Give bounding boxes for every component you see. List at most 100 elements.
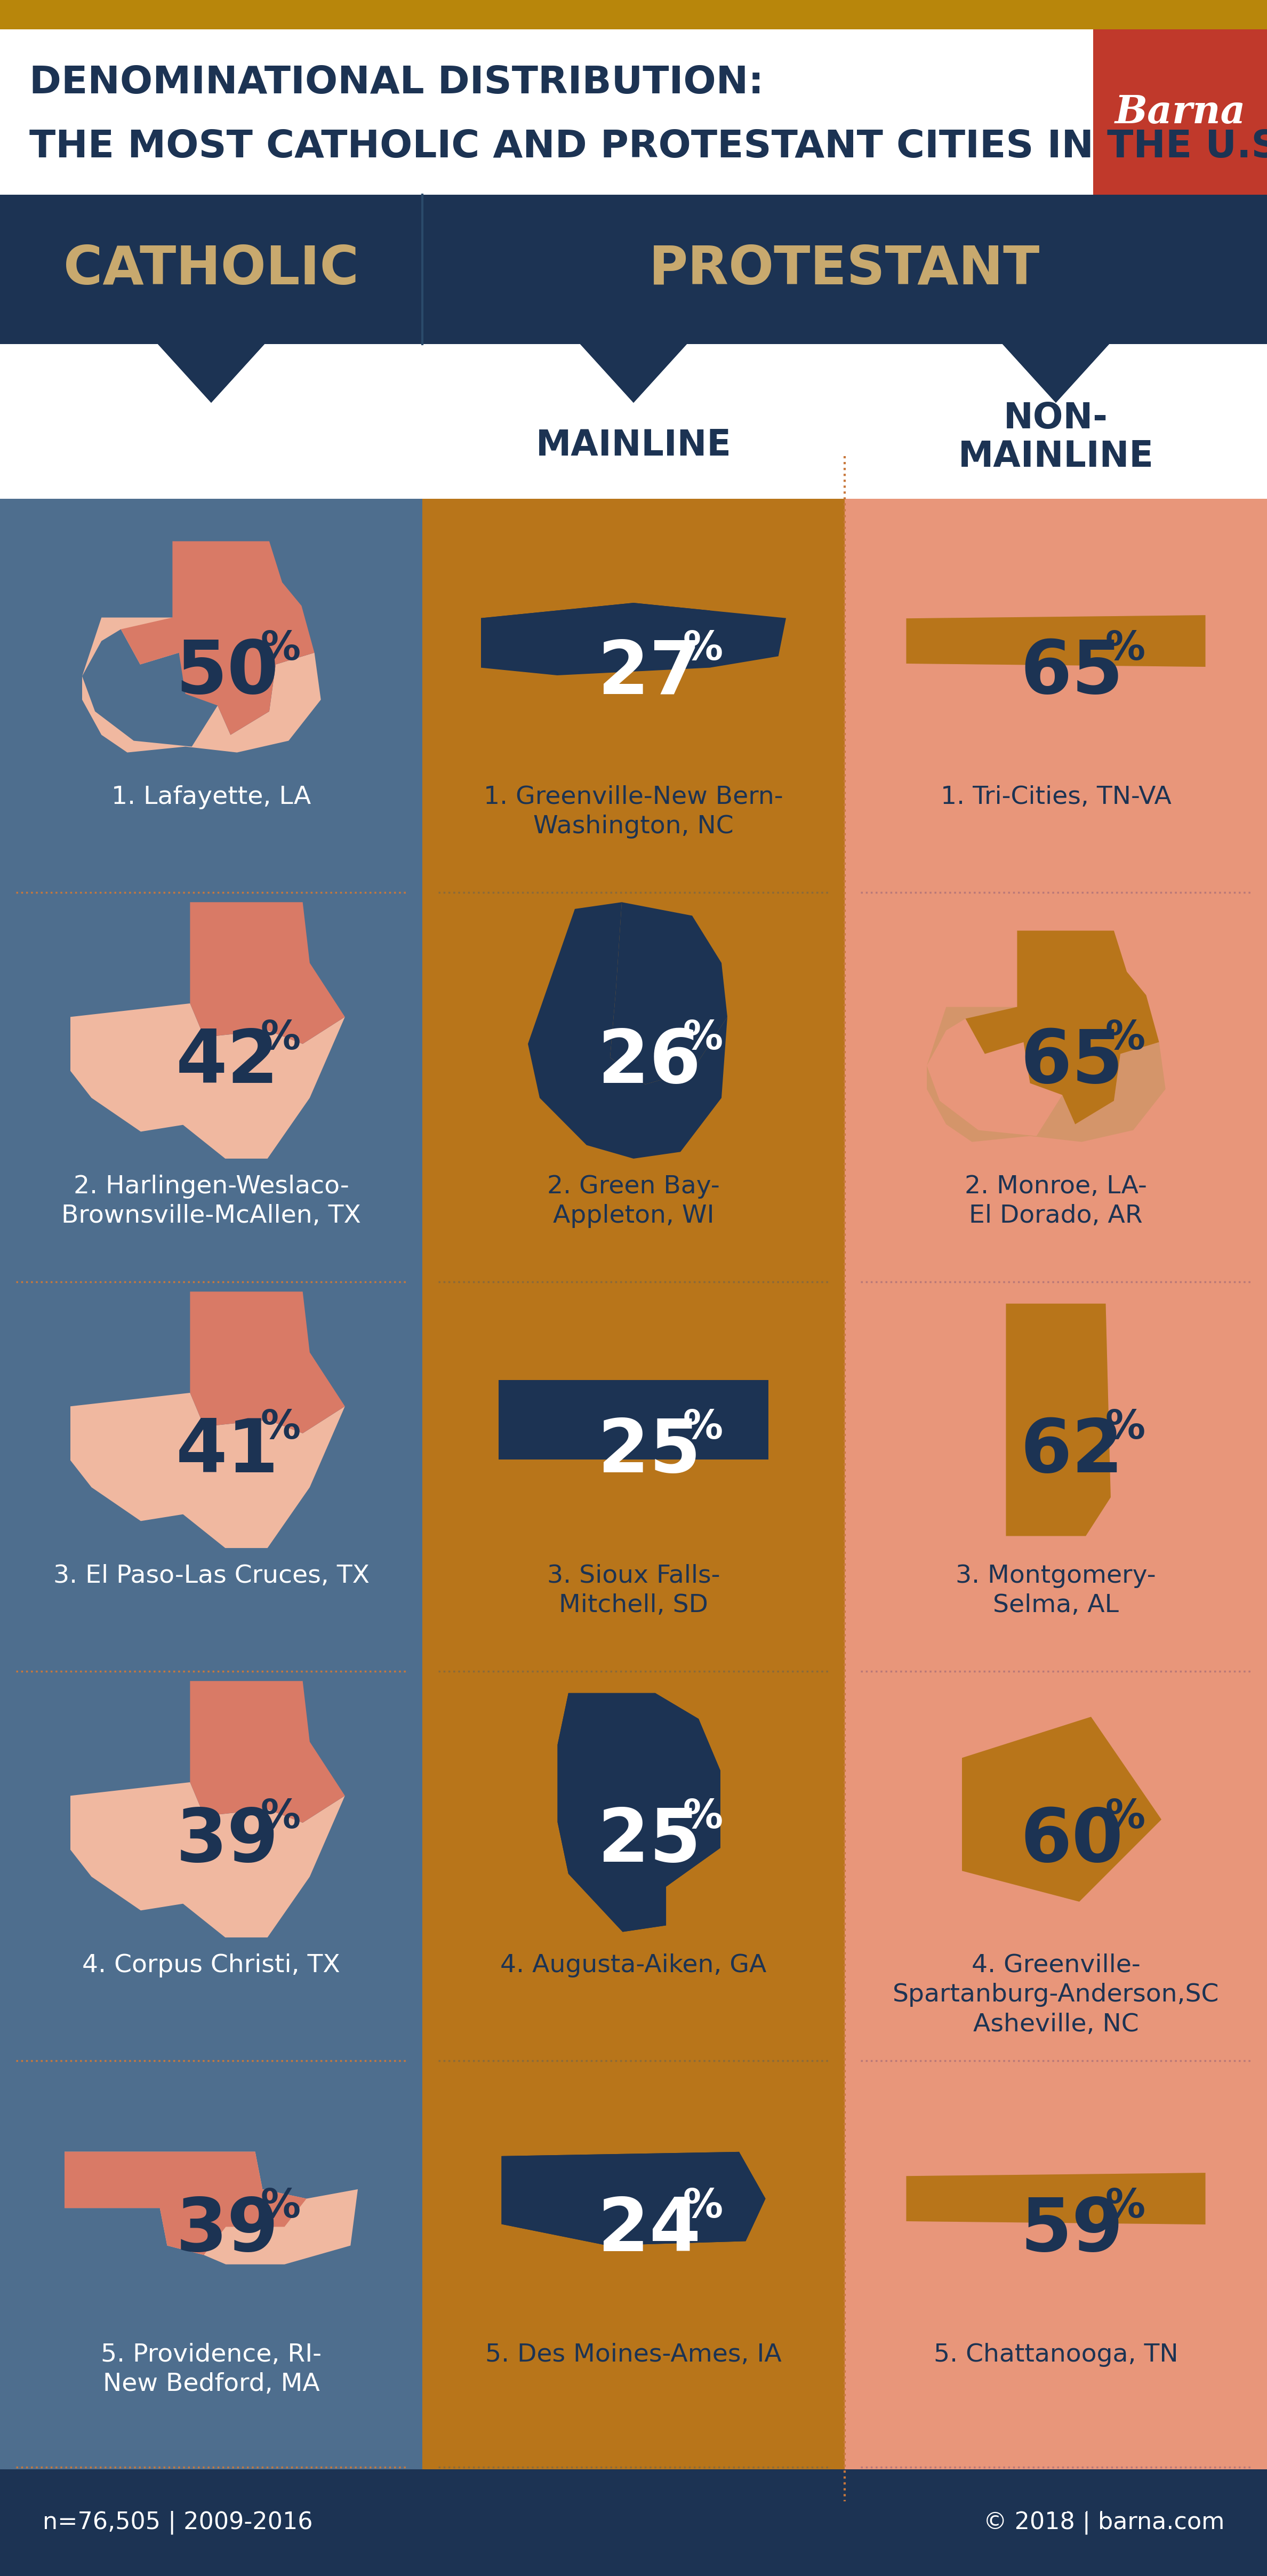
Polygon shape: [120, 541, 314, 734]
Polygon shape: [71, 1394, 345, 1548]
Bar: [0, 500, 422, 2506]
Polygon shape: [580, 345, 687, 402]
Text: %: %: [261, 1409, 300, 1448]
Polygon shape: [1006, 1303, 1111, 1535]
Bar: [0, 0, 1267, 28]
Text: 2. Monroe, LA-
El Dorado, AR: 2. Monroe, LA- El Dorado, AR: [964, 1175, 1147, 1229]
Text: 1. Tri-Cities, TN-VA: 1. Tri-Cities, TN-VA: [940, 786, 1171, 809]
Bar: [0, 28, 1267, 196]
Text: PROTESTANT: PROTESTANT: [649, 245, 1040, 296]
Polygon shape: [190, 1291, 345, 1432]
Text: %: %: [1105, 1020, 1145, 1059]
Polygon shape: [1002, 345, 1109, 402]
Polygon shape: [65, 2151, 357, 2264]
Polygon shape: [502, 2151, 765, 2246]
Text: 3. Montgomery-
Selma, AL: 3. Montgomery- Selma, AL: [955, 1564, 1156, 1618]
Text: 4. Corpus Christi, TX: 4. Corpus Christi, TX: [82, 1953, 340, 1978]
Text: 65: 65: [1020, 1025, 1124, 1097]
Text: © 2018 | barna.com: © 2018 | barna.com: [983, 2512, 1224, 2535]
Text: %: %: [683, 1798, 723, 1837]
Text: 1. Jackson, MS: 55%: 1. Jackson, MS: 55%: [449, 2532, 688, 2555]
Polygon shape: [906, 616, 1205, 667]
Text: 1. Lafayette, LA: 1. Lafayette, LA: [111, 786, 310, 809]
Polygon shape: [906, 2172, 1205, 2226]
Polygon shape: [1002, 345, 1109, 402]
Text: THE MOST CATHOLIC AND PROTESTANT CITIES IN THE U.S.: THE MOST CATHOLIC AND PROTESTANT CITIES …: [29, 129, 1267, 165]
Text: DENOMINATIONAL DISTRIBUTION:: DENOMINATIONAL DISTRIBUTION:: [29, 64, 764, 100]
Bar: [422, 196, 1267, 345]
Polygon shape: [190, 902, 345, 1043]
Text: BAPTIST: BAPTIST: [449, 2494, 569, 2517]
Bar: [0, 345, 1267, 500]
Text: 39: 39: [176, 2195, 279, 2267]
Text: %: %: [683, 629, 723, 667]
Text: 60: 60: [1020, 1806, 1124, 1878]
Text: %: %: [1105, 1798, 1145, 1837]
Bar: [422, 500, 845, 2506]
Text: Barna: Barna: [1115, 93, 1245, 131]
Text: 25: 25: [598, 1806, 701, 1878]
Text: %: %: [683, 1020, 723, 1059]
Text: %: %: [261, 1798, 300, 1837]
Text: 59: 59: [1020, 2195, 1124, 2267]
Polygon shape: [965, 930, 1159, 1123]
Polygon shape: [580, 345, 687, 402]
Text: 62: 62: [1020, 1417, 1124, 1489]
Polygon shape: [557, 1692, 721, 1932]
Bar: [845, 500, 1267, 2506]
Text: 65: 65: [1020, 636, 1124, 708]
Polygon shape: [190, 1682, 345, 1824]
Text: 42: 42: [176, 1025, 279, 1097]
Text: %: %: [1105, 1409, 1145, 1448]
Text: %: %: [683, 1409, 723, 1448]
Text: %: %: [1105, 2187, 1145, 2226]
Text: 3. Sioux Falls-
Mitchell, SD: 3. Sioux Falls- Mitchell, SD: [547, 1564, 720, 1618]
Text: 5. Chattanooga, TN: 5. Chattanooga, TN: [934, 2342, 1178, 2367]
Polygon shape: [502, 2151, 765, 2246]
Text: 50: 50: [176, 636, 279, 708]
Bar: [0, 196, 422, 345]
Text: 24: 24: [598, 2195, 701, 2267]
Text: n=76,505 | 2009-2016: n=76,505 | 2009-2016: [43, 2512, 313, 2535]
Text: %: %: [261, 2187, 300, 2226]
Polygon shape: [1006, 1303, 1111, 1535]
Text: 4. Greenville-
Spartanburg-Anderson,SC
Asheville, NC: 4. Greenville- Spartanburg-Anderson,SC A…: [892, 1953, 1219, 2038]
Text: 26: 26: [598, 1025, 701, 1097]
Text: 2. Harlingen-Weslaco-
Brownsville-McAllen, TX: 2. Harlingen-Weslaco- Brownsville-McAlle…: [61, 1175, 361, 1229]
Polygon shape: [962, 1716, 1162, 1901]
Bar: [0, 2470, 1267, 2576]
Text: %: %: [261, 1020, 300, 1059]
Text: NON-DENOMINATIONAL: NON-DENOMINATIONAL: [872, 2494, 1204, 2517]
Polygon shape: [158, 345, 265, 402]
Text: 3. El Paso-Las Cruces, TX: 3. El Paso-Las Cruces, TX: [53, 1564, 369, 1587]
Text: MAINLINE: MAINLINE: [536, 428, 731, 464]
Text: 1. Greenville-New Bern-
Washington, NC: 1. Greenville-New Bern- Washington, NC: [484, 786, 783, 840]
Text: CATHOLIC: CATHOLIC: [63, 245, 359, 296]
Text: %: %: [261, 629, 300, 667]
Text: 41: 41: [176, 1417, 279, 1489]
Polygon shape: [82, 618, 321, 752]
Polygon shape: [158, 345, 265, 402]
Polygon shape: [71, 1005, 345, 1159]
Text: 5. Des Moines-Ames, IA: 5. Des Moines-Ames, IA: [485, 2342, 782, 2367]
Text: 27: 27: [598, 636, 701, 708]
Polygon shape: [499, 1381, 768, 1461]
Polygon shape: [926, 1007, 1166, 1141]
Text: 5. Providence, RI-
New Bedford, MA: 5. Providence, RI- New Bedford, MA: [101, 2342, 322, 2396]
Text: 2. Green Bay-
Appleton, WI: 2. Green Bay- Appleton, WI: [547, 1175, 720, 1229]
Text: %: %: [1105, 629, 1145, 667]
Polygon shape: [906, 616, 1205, 667]
Polygon shape: [65, 2151, 307, 2254]
Polygon shape: [609, 902, 727, 1084]
Text: 4. Augusta-Aiken, GA: 4. Augusta-Aiken, GA: [500, 1953, 767, 1978]
Text: 39: 39: [176, 1806, 279, 1878]
Polygon shape: [906, 2172, 1205, 2226]
Polygon shape: [557, 1692, 721, 1932]
Text: NON-
MAINLINE: NON- MAINLINE: [958, 402, 1154, 474]
Polygon shape: [528, 902, 727, 1159]
Polygon shape: [71, 1783, 345, 1937]
Polygon shape: [481, 603, 786, 675]
Text: %: %: [683, 2187, 723, 2226]
Polygon shape: [962, 1716, 1162, 1901]
Bar: [1093, 28, 1267, 196]
